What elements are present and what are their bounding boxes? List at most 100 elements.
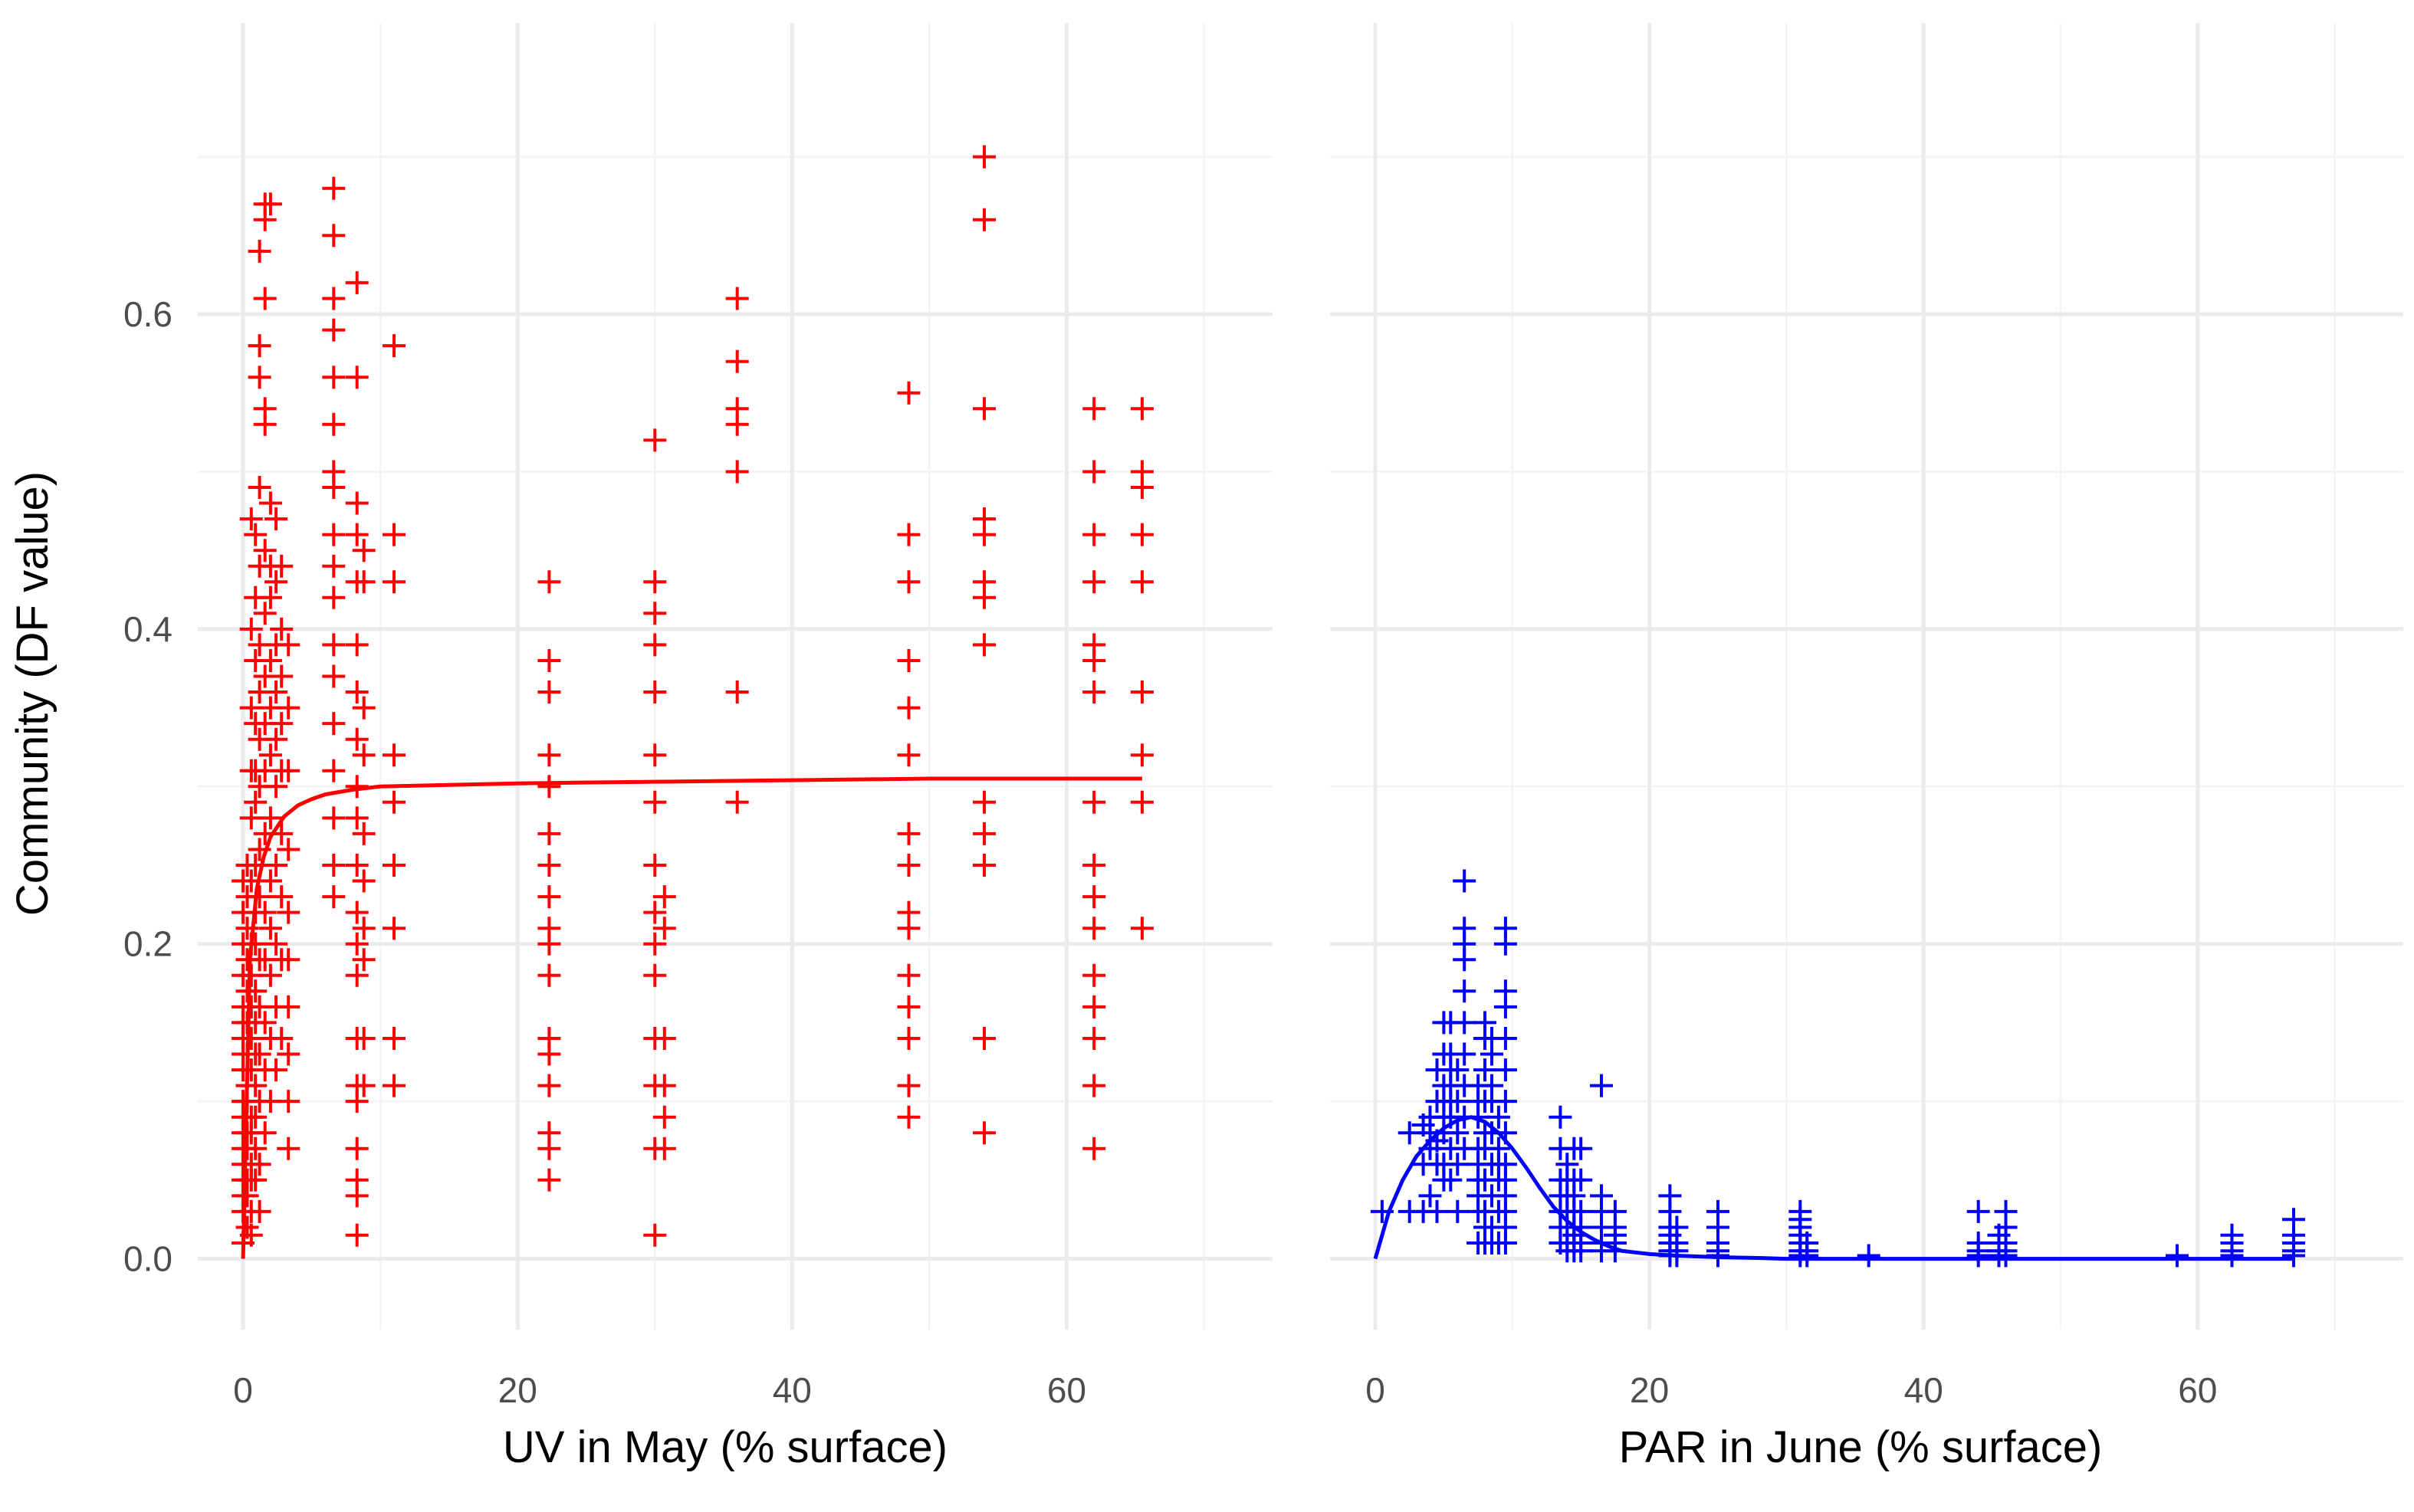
data-point: [270, 664, 294, 688]
data-point: [322, 664, 346, 688]
data-point: [897, 995, 921, 1018]
data-point: [725, 287, 749, 310]
data-point: [537, 681, 561, 704]
data-point: [244, 1074, 268, 1097]
data-point: [352, 1027, 376, 1050]
data-point: [239, 617, 263, 641]
data-point: [258, 585, 282, 609]
data-point: [322, 460, 346, 484]
data-point: [1473, 1058, 1496, 1082]
data-point: [725, 460, 749, 484]
x-axis-title-uv: UV in May (% surface): [503, 1422, 948, 1472]
data-point: [383, 917, 406, 940]
data-point: [1446, 1058, 1470, 1082]
data-point: [248, 1042, 271, 1066]
fit-line-uv: [241, 776, 1142, 1259]
data-point: [652, 1027, 676, 1050]
data-point: [248, 476, 271, 499]
data-point: [258, 806, 282, 830]
data-point: [352, 1074, 376, 1097]
x-tick-label: 40: [1904, 1370, 1943, 1410]
data-point: [322, 712, 346, 736]
data-point: [973, 145, 996, 169]
data-point: [244, 854, 268, 877]
data-point: [264, 1058, 288, 1082]
data-point: [1486, 1105, 1510, 1129]
data-point: [258, 869, 282, 893]
data-point: [973, 507, 996, 531]
data-point: [345, 1168, 369, 1192]
data-point: [1994, 1199, 2018, 1223]
data-point: [244, 1136, 268, 1160]
data-point: [973, 397, 996, 421]
data-point: [264, 775, 288, 799]
data-point: [1370, 1199, 1394, 1223]
data-point: [1590, 1184, 1613, 1208]
data-point: [345, 727, 369, 751]
data-point: [897, 963, 921, 987]
data-point: [322, 759, 346, 782]
data-point: [1082, 523, 1106, 546]
data-point: [973, 1027, 996, 1050]
data-point: [1486, 1136, 1510, 1160]
data-point: [277, 1136, 301, 1160]
data-point: [897, 1074, 921, 1097]
data-point: [239, 1027, 263, 1050]
data-point: [277, 900, 301, 924]
data-point: [253, 900, 277, 924]
data-point: [1418, 1184, 1442, 1208]
x-tick-label: 60: [2178, 1370, 2217, 1410]
data-point: [258, 192, 282, 216]
data-point: [270, 712, 294, 736]
data-point: [1130, 790, 1154, 814]
x-tick-label: 60: [1047, 1370, 1086, 1410]
data-point: [2282, 1208, 2305, 1232]
data-point: [322, 854, 346, 877]
data-point: [248, 885, 271, 909]
data-point: [1493, 1058, 1517, 1082]
x-tick-label: 0: [233, 1370, 253, 1410]
data-point: [537, 649, 561, 672]
data-point: [322, 806, 346, 830]
data-point: [1130, 523, 1154, 546]
data-point: [643, 570, 667, 594]
data-point: [897, 743, 921, 767]
data-point: [253, 1011, 277, 1035]
data-point: [1966, 1199, 1990, 1223]
data-point: [1082, 397, 1106, 421]
data-point: [345, 271, 369, 294]
data-point: [725, 349, 749, 373]
data-point: [1453, 917, 1476, 940]
data-point: [652, 1105, 676, 1129]
data-point: [345, 900, 369, 924]
data-point: [643, 900, 667, 924]
data-point: [258, 743, 282, 767]
data-point: [270, 822, 294, 845]
data-point: [1397, 1121, 1421, 1145]
data-point: [2220, 1223, 2244, 1247]
points-par: [1370, 869, 2305, 1268]
data-point: [383, 854, 406, 877]
data-point: [725, 681, 749, 704]
data-point: [652, 1136, 676, 1160]
data-point: [973, 208, 996, 231]
data-point: [1493, 1090, 1517, 1114]
data-point: [1569, 1168, 1593, 1192]
data-point: [322, 885, 346, 909]
data-point: [383, 1074, 406, 1097]
data-point: [264, 507, 288, 531]
data-point: [973, 822, 996, 845]
x-tick-label: 0: [1365, 1370, 1385, 1410]
data-point: [277, 838, 301, 861]
data-point: [897, 696, 921, 720]
data-point: [537, 743, 561, 767]
data-point: [244, 790, 268, 814]
data-point: [1658, 1184, 1682, 1208]
data-point: [537, 822, 561, 845]
data-point: [643, 428, 667, 452]
data-point: [1446, 1090, 1470, 1114]
data-point: [345, 1223, 369, 1247]
data-point: [643, 854, 667, 877]
data-point: [352, 917, 376, 940]
